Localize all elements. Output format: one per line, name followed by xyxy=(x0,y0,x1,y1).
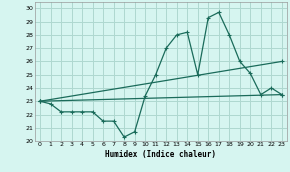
X-axis label: Humidex (Indice chaleur): Humidex (Indice chaleur) xyxy=(106,150,216,159)
